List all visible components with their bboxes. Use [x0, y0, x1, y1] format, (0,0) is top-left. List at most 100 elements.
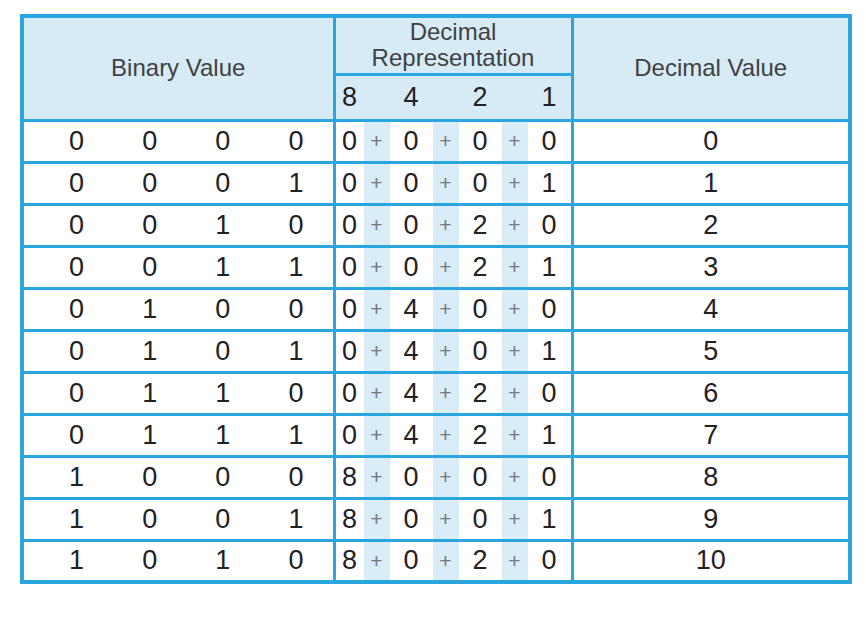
term-4s: 0 — [390, 122, 433, 161]
decimal-representation-sum: 0 + 0 + 0 + 1 — [336, 164, 571, 203]
binary-digit-1s: 0 — [259, 294, 332, 325]
plus-sign: + — [364, 374, 390, 413]
term-1s: 0 — [528, 374, 571, 413]
binary-digit-2s: 0 — [186, 126, 259, 157]
decimal-representation-cell: 0 + 4 + 2 + 1 — [334, 414, 572, 456]
term-1s: 0 — [528, 542, 571, 581]
term-1s: 1 — [528, 332, 571, 371]
binary-digit-8s: 0 — [40, 294, 113, 325]
plus-sign: + — [433, 290, 459, 329]
binary-value-cell: 0 1 0 1 — [22, 330, 334, 372]
binary-digit-4s: 1 — [113, 336, 186, 367]
term-1s: 1 — [528, 500, 571, 539]
decimal-value-header: Decimal Value — [572, 16, 850, 120]
decimal-value-cell: 4 — [572, 288, 850, 330]
plus-sign: + — [502, 458, 528, 497]
place-value-8: 8 — [336, 76, 364, 119]
decimal-representation-sum: 8 + 0 + 2 + 0 — [336, 542, 571, 581]
decimal-value-cell: 8 — [572, 456, 850, 498]
table-row: 0 1 1 0 0 + 4 + 2 + 0 6 — [22, 372, 850, 414]
decimal-representation-sum: 8 + 0 + 0 + 0 — [336, 458, 571, 497]
binary-digit-1s: 1 — [259, 420, 332, 451]
place-value-gap — [433, 76, 459, 119]
binary-value-cell: 0 0 1 0 — [22, 204, 334, 246]
binary-digit-4s: 1 — [113, 378, 186, 409]
term-4s: 0 — [390, 500, 433, 539]
binary-digit-group: 0 0 1 0 — [24, 210, 333, 241]
term-8s: 0 — [336, 122, 364, 161]
decimal-value-cell: 7 — [572, 414, 850, 456]
term-8s: 0 — [336, 332, 364, 371]
decimal-representation-label-line1: Decimal — [336, 19, 571, 45]
term-1s: 1 — [528, 164, 571, 203]
binary-digit-8s: 0 — [40, 126, 113, 157]
binary-digit-4s: 0 — [113, 210, 186, 241]
binary-digit-8s: 0 — [40, 252, 113, 283]
binary-value-cell: 0 0 0 0 — [22, 120, 334, 162]
place-value-gap — [364, 76, 390, 119]
plus-sign: + — [502, 542, 528, 581]
binary-digit-group: 1 0 1 0 — [24, 545, 333, 576]
decimal-representation-cell: 0 + 4 + 2 + 0 — [334, 372, 572, 414]
term-4s: 4 — [390, 416, 433, 455]
binary-digit-4s: 0 — [113, 545, 186, 576]
binary-digit-8s: 0 — [40, 168, 113, 199]
binary-digit-4s: 0 — [113, 168, 186, 199]
binary-digit-group: 0 1 0 0 — [24, 294, 333, 325]
binary-digit-4s: 1 — [113, 420, 186, 451]
table-row: 0 1 0 0 0 + 4 + 0 + 0 4 — [22, 288, 850, 330]
term-2s: 0 — [459, 500, 502, 539]
binary-digit-2s: 1 — [186, 420, 259, 451]
term-4s: 4 — [390, 290, 433, 329]
term-2s: 2 — [459, 542, 502, 581]
term-4s: 4 — [390, 374, 433, 413]
table-row: 0 1 0 1 0 + 4 + 0 + 1 5 — [22, 330, 850, 372]
decimal-representation-cell: 8 + 0 + 2 + 0 — [334, 540, 572, 582]
decimal-representation-label-line2: Representation — [336, 45, 571, 71]
decimal-representation-cell: 0 + 0 + 2 + 0 — [334, 204, 572, 246]
binary-digit-2s: 1 — [186, 210, 259, 241]
binary-digit-1s: 1 — [259, 336, 332, 367]
plus-sign: + — [502, 290, 528, 329]
binary-digit-2s: 0 — [186, 504, 259, 535]
decimal-representation-sum: 0 + 4 + 0 + 0 — [336, 290, 571, 329]
plus-sign: + — [364, 122, 390, 161]
place-value-header: 8 4 2 1 — [334, 74, 572, 120]
plus-sign: + — [364, 416, 390, 455]
plus-sign: + — [502, 248, 528, 287]
binary-digit-group: 0 1 1 1 — [24, 420, 333, 451]
plus-sign: + — [364, 290, 390, 329]
binary-value-cell: 0 1 1 0 — [22, 372, 334, 414]
table-row: 1 0 1 0 8 + 0 + 2 + 0 10 — [22, 540, 850, 582]
table-row: 1 0 0 1 8 + 0 + 0 + 1 9 — [22, 498, 850, 540]
decimal-value-cell: 2 — [572, 204, 850, 246]
binary-digit-1s: 0 — [259, 210, 332, 241]
binary-digit-8s: 1 — [40, 504, 113, 535]
binary-digit-1s: 1 — [259, 504, 332, 535]
plus-sign: + — [502, 416, 528, 455]
binary-digit-1s: 1 — [259, 252, 332, 283]
decimal-value-cell: 0 — [572, 120, 850, 162]
term-8s: 0 — [336, 374, 364, 413]
plus-sign: + — [364, 248, 390, 287]
decimal-value-cell: 10 — [572, 540, 850, 582]
binary-digit-group: 1 0 0 0 — [24, 462, 333, 493]
binary-digit-4s: 0 — [113, 126, 186, 157]
binary-digit-8s: 1 — [40, 462, 113, 493]
binary-digit-group: 0 1 0 1 — [24, 336, 333, 367]
binary-value-cell: 0 0 1 1 — [22, 246, 334, 288]
table-row: 0 0 0 1 0 + 0 + 0 + 1 1 — [22, 162, 850, 204]
binary-digit-4s: 0 — [113, 504, 186, 535]
term-1s: 1 — [528, 248, 571, 287]
term-8s: 8 — [336, 458, 364, 497]
plus-sign: + — [364, 332, 390, 371]
binary-value-cell: 0 0 0 1 — [22, 162, 334, 204]
binary-value-cell: 1 0 0 1 — [22, 498, 334, 540]
decimal-value-cell: 9 — [572, 498, 850, 540]
binary-digit-group: 1 0 0 1 — [24, 504, 333, 535]
binary-digit-2s: 0 — [186, 168, 259, 199]
plus-sign: + — [502, 500, 528, 539]
table-row: 0 0 1 0 0 + 0 + 2 + 0 2 — [22, 204, 850, 246]
binary-digit-1s: 0 — [259, 126, 332, 157]
plus-sign: + — [502, 164, 528, 203]
